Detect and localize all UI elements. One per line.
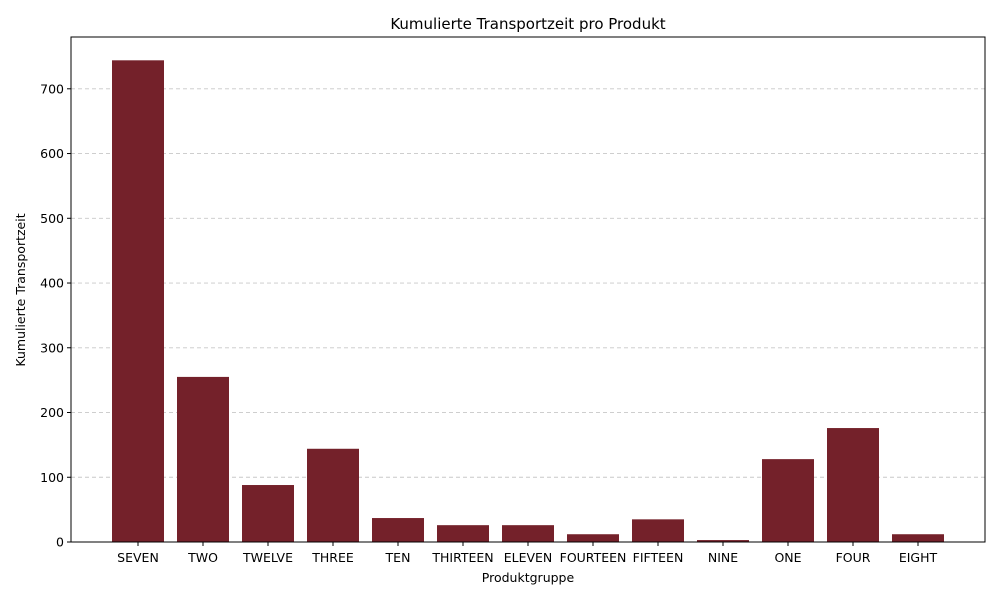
x-tick-label: EIGHT (899, 550, 938, 565)
x-tick-label: FIFTEEN (633, 550, 684, 565)
x-tick-label: SEVEN (117, 550, 159, 565)
bar-fifteen (632, 519, 684, 542)
x-tick-label: TWO (187, 550, 218, 565)
y-axis-ticks: 0 100 200 300 400 500 600 700 (40, 81, 71, 550)
y-axis-label: Kumulierte Transportzeit (13, 213, 28, 366)
bar-three (307, 448, 359, 542)
bar-eleven (502, 525, 554, 542)
y-tick-label: 100 (40, 470, 64, 485)
y-tick-label: 0 (56, 535, 64, 550)
bar-thirteen (437, 525, 489, 542)
bar-fourteen (567, 534, 619, 542)
bar-four (827, 428, 879, 542)
x-tick-label: THIRTEEN (431, 550, 493, 565)
x-tick-label: THREE (311, 550, 354, 565)
x-tick-label: NINE (708, 550, 738, 565)
chart-title: Kumulierte Transportzeit pro Produkt (390, 15, 665, 33)
x-axis-label: Produktgruppe (482, 570, 575, 585)
y-tick-label: 700 (40, 81, 64, 96)
y-tick-label: 400 (40, 276, 64, 291)
bar-two (177, 376, 229, 542)
bar-eight (892, 534, 944, 542)
x-axis-ticks: SEVEN TWO TWELVE THREE TEN THIRTEEN ELEVEN FOUR… (117, 542, 938, 565)
y-tick-label: 200 (40, 405, 64, 420)
y-tick-label: 500 (40, 211, 64, 226)
bars (112, 60, 944, 543)
bar-one (762, 459, 814, 542)
x-tick-label: ONE (774, 550, 801, 565)
x-tick-label: TEN (385, 550, 411, 565)
bar-twelve (242, 485, 294, 542)
grid-lines (71, 88, 985, 478)
y-tick-label: 300 (40, 340, 64, 355)
x-tick-label: TWELVE (242, 550, 293, 565)
bar-ten (372, 518, 424, 542)
bar-seven (112, 60, 164, 543)
bar-nine (697, 540, 749, 542)
x-tick-label: FOUR (836, 550, 871, 565)
x-tick-label: FOURTEEN (560, 550, 627, 565)
y-tick-label: 600 (40, 146, 64, 161)
x-tick-label: ELEVEN (504, 550, 553, 565)
